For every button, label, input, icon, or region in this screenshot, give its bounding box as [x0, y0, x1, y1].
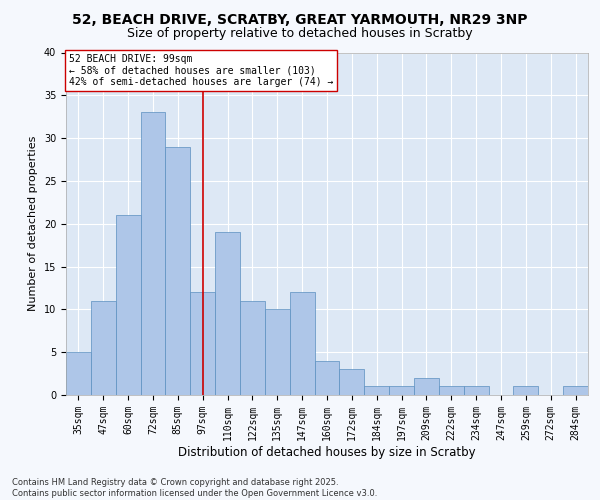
Bar [340, 370, 364, 395]
Bar [116, 215, 140, 395]
Bar [414, 378, 439, 395]
Text: 52, BEACH DRIVE, SCRATBY, GREAT YARMOUTH, NR29 3NP: 52, BEACH DRIVE, SCRATBY, GREAT YARMOUTH… [72, 12, 528, 26]
Bar [240, 301, 265, 395]
Text: Contains HM Land Registry data © Crown copyright and database right 2025.
Contai: Contains HM Land Registry data © Crown c… [12, 478, 377, 498]
Bar [389, 386, 414, 395]
Bar [514, 386, 538, 395]
Bar [215, 232, 240, 395]
Bar [190, 292, 215, 395]
Bar [290, 292, 314, 395]
Bar [66, 352, 91, 395]
Bar [314, 361, 340, 395]
Text: Size of property relative to detached houses in Scratby: Size of property relative to detached ho… [127, 28, 473, 40]
Bar [464, 386, 488, 395]
Bar [364, 386, 389, 395]
Bar [166, 146, 190, 395]
Bar [265, 310, 290, 395]
X-axis label: Distribution of detached houses by size in Scratby: Distribution of detached houses by size … [178, 446, 476, 458]
Y-axis label: Number of detached properties: Number of detached properties [28, 136, 38, 312]
Bar [439, 386, 464, 395]
Bar [91, 301, 116, 395]
Bar [140, 112, 166, 395]
Bar [563, 386, 588, 395]
Text: 52 BEACH DRIVE: 99sqm
← 58% of detached houses are smaller (103)
42% of semi-det: 52 BEACH DRIVE: 99sqm ← 58% of detached … [68, 54, 333, 88]
